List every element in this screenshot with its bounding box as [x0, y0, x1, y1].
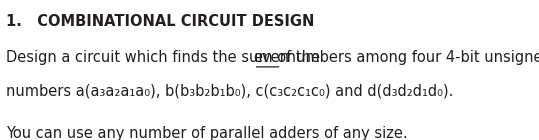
Text: You can use any number of parallel adders of any size.: You can use any number of parallel adder… — [6, 126, 408, 140]
Text: even: even — [254, 50, 289, 65]
Text: numbers among four 4-bit unsigned: numbers among four 4-bit unsigned — [281, 50, 539, 65]
Text: numbers a(a₃a₂a₁a₀), b(b₃b₂b₁b₀), c(c₃c₂c₁c₀) and d(d₃d₂d₁d₀).: numbers a(a₃a₂a₁a₀), b(b₃b₂b₁b₀), c(c₃c₂… — [6, 84, 454, 99]
Text: Design a circuit which finds the sum of the: Design a circuit which finds the sum of … — [6, 50, 325, 65]
Text: 1.   COMBINATIONAL CIRCUIT DESIGN: 1. COMBINATIONAL CIRCUIT DESIGN — [6, 14, 315, 29]
